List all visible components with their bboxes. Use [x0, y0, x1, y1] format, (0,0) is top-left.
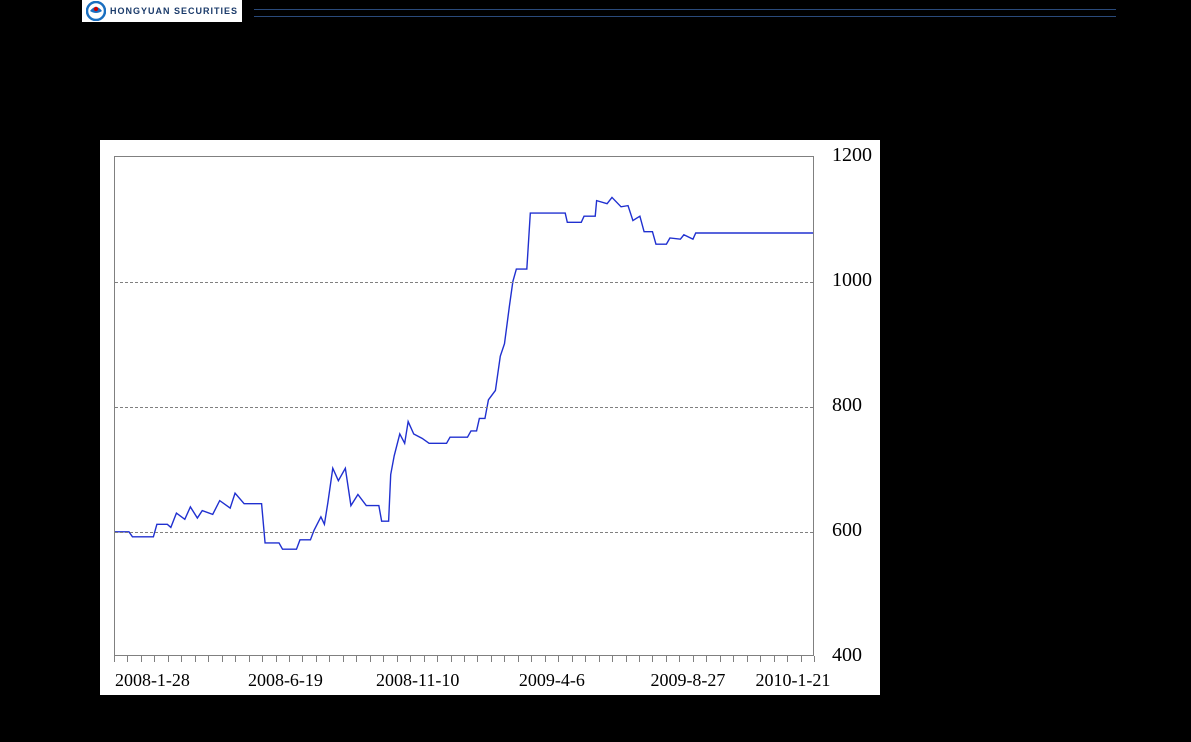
- logo: HONGYUAN SECURITIES: [86, 1, 238, 21]
- x-tick-mark: [141, 656, 142, 662]
- line-series: [115, 157, 813, 655]
- plot-area: [114, 156, 814, 656]
- x-tick-mark: [195, 656, 196, 662]
- x-tick-mark: [276, 656, 277, 662]
- x-tick-mark: [558, 656, 559, 662]
- x-tick-mark: [814, 656, 815, 662]
- x-tick-mark: [383, 656, 384, 662]
- y-tick-label: 1000: [832, 269, 872, 292]
- x-tick-mark: [464, 656, 465, 662]
- x-tick-mark: [329, 656, 330, 662]
- x-tick-mark: [451, 656, 452, 662]
- x-tick-mark: [424, 656, 425, 662]
- x-tick-label: 2008-6-19: [248, 670, 323, 691]
- x-tick-mark: [316, 656, 317, 662]
- x-tick-mark: [531, 656, 532, 662]
- logo-subtitle: HONGYUAN SECURITIES: [110, 6, 238, 16]
- x-tick-mark: [760, 656, 761, 662]
- x-tick-mark: [477, 656, 478, 662]
- y-tick-label: 400: [832, 644, 862, 667]
- x-tick-mark: [262, 656, 263, 662]
- x-tick-label: 2009-8-27: [650, 670, 725, 691]
- price-chart: 400 600 800 1000 1200 2008-1-28 2008-6-19 2008-…: [100, 140, 880, 695]
- x-tick-mark: [774, 656, 775, 662]
- x-tick-mark: [208, 656, 209, 662]
- x-tick-mark: [437, 656, 438, 662]
- x-tick-mark: [397, 656, 398, 662]
- x-tick-mark: [491, 656, 492, 662]
- x-tick-mark: [222, 656, 223, 662]
- x-tick-mark: [356, 656, 357, 662]
- x-tick-mark: [693, 656, 694, 662]
- y-tick-label: 800: [832, 394, 862, 417]
- x-tick-mark: [787, 656, 788, 662]
- x-tick-mark: [639, 656, 640, 662]
- x-tick-mark: [666, 656, 667, 662]
- logo-block: HONGYUAN SECURITIES: [82, 0, 242, 22]
- x-tick-mark: [168, 656, 169, 662]
- x-tick-mark: [410, 656, 411, 662]
- x-tick-mark: [572, 656, 573, 662]
- y-tick-label: 600: [832, 519, 862, 542]
- x-tick-mark: [235, 656, 236, 662]
- x-tick-mark: [612, 656, 613, 662]
- x-tick-mark: [585, 656, 586, 662]
- x-tick-mark: [545, 656, 546, 662]
- x-tick-mark: [599, 656, 600, 662]
- x-tick-mark: [181, 656, 182, 662]
- x-tick-label: 2008-1-28: [115, 670, 190, 691]
- gridline: [115, 407, 813, 408]
- x-tick-mark: [289, 656, 290, 662]
- x-tick-mark: [114, 656, 115, 662]
- x-tick-mark: [518, 656, 519, 662]
- x-tick-mark: [249, 656, 250, 662]
- x-tick-mark: [154, 656, 155, 662]
- y-tick-label: 1200: [832, 144, 872, 167]
- x-tick-label: 2008-11-10: [376, 670, 459, 691]
- x-tick-mark: [747, 656, 748, 662]
- x-tick-mark: [706, 656, 707, 662]
- x-tick-mark: [302, 656, 303, 662]
- x-tick-mark: [127, 656, 128, 662]
- x-tick-mark: [652, 656, 653, 662]
- hongyuan-logo-icon: [86, 1, 106, 21]
- x-tick-mark: [504, 656, 505, 662]
- x-tick-mark: [801, 656, 802, 662]
- x-tick-mark: [733, 656, 734, 662]
- x-tick-mark: [626, 656, 627, 662]
- x-tick-mark: [343, 656, 344, 662]
- header-divider: [254, 9, 1116, 17]
- x-tick-label: 2010-1-21: [755, 670, 830, 691]
- x-tick-label: 2009-4-6: [519, 670, 585, 691]
- x-tick-mark: [370, 656, 371, 662]
- x-tick-mark: [720, 656, 721, 662]
- gridline: [115, 282, 813, 283]
- x-tick-mark: [679, 656, 680, 662]
- gridline: [115, 532, 813, 533]
